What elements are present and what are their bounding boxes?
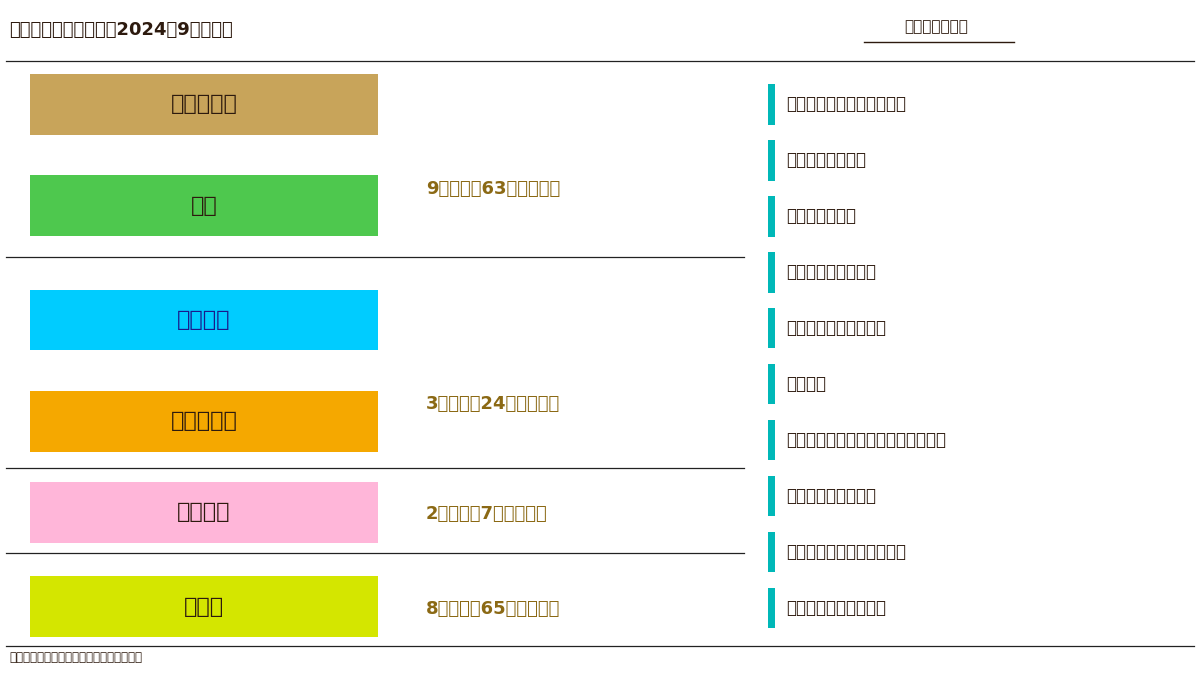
Text: 階層とコンテンツ数（2024年9月現在）: 階層とコンテンツ数（2024年9月現在） xyxy=(10,22,233,39)
FancyBboxPatch shape xyxy=(768,364,775,404)
Text: アンガーマネジメント: アンガーマネジメント xyxy=(786,319,886,337)
Text: 2テーマ　7コンテンツ: 2テーマ 7コンテンツ xyxy=(426,506,547,523)
Text: 人事考課: 人事考課 xyxy=(786,375,826,393)
FancyBboxPatch shape xyxy=(30,391,378,452)
FancyBboxPatch shape xyxy=(768,420,775,460)
Text: 社会人基礎力講座: 社会人基礎力講座 xyxy=(786,152,866,169)
Text: 3テーマ　24コンテンツ: 3テーマ 24コンテンツ xyxy=(426,396,560,413)
Text: 管理職モチベーション: 管理職モチベーション xyxy=(786,599,886,617)
Text: 中堅・若手: 中堅・若手 xyxy=(170,411,238,431)
Text: リーダーシップ: リーダーシップ xyxy=(786,208,856,225)
Text: 管理職　コーチング: 管理職 コーチング xyxy=(786,264,876,281)
FancyBboxPatch shape xyxy=(768,476,775,516)
Text: スキル: スキル xyxy=(184,596,224,617)
FancyBboxPatch shape xyxy=(768,588,775,628)
FancyBboxPatch shape xyxy=(768,140,775,181)
Text: コンテンツは随時変更や追加を行います。: コンテンツは随時変更や追加を行います。 xyxy=(10,651,143,665)
Text: リーダー: リーダー xyxy=(178,310,230,330)
FancyBboxPatch shape xyxy=(768,196,775,237)
FancyBboxPatch shape xyxy=(768,308,775,348)
FancyBboxPatch shape xyxy=(30,74,378,135)
FancyBboxPatch shape xyxy=(30,175,378,236)
Text: ビジネスベーシックスキル: ビジネスベーシックスキル xyxy=(786,96,906,113)
Text: 新入社員: 新入社員 xyxy=(178,502,230,522)
Text: 幹部・部長: 幹部・部長 xyxy=(170,94,238,115)
FancyBboxPatch shape xyxy=(768,252,775,293)
Text: 部下を持つ課長のマネジメント啓発: 部下を持つ課長のマネジメント啓発 xyxy=(786,431,946,449)
FancyBboxPatch shape xyxy=(768,84,775,125)
Text: 8テーマ　65コンテンツ: 8テーマ 65コンテンツ xyxy=(426,600,560,617)
Text: チームビルディング: チームビルディング xyxy=(786,487,876,505)
Text: チームコミュニケーション: チームコミュニケーション xyxy=(786,543,906,561)
Text: 9テーマ　63コンテンツ: 9テーマ 63コンテンツ xyxy=(426,180,560,197)
Text: コンテンツ一例: コンテンツ一例 xyxy=(904,20,968,34)
FancyBboxPatch shape xyxy=(768,532,775,572)
FancyBboxPatch shape xyxy=(30,576,378,637)
FancyBboxPatch shape xyxy=(30,290,378,350)
FancyBboxPatch shape xyxy=(30,482,378,543)
Text: 課長: 課長 xyxy=(191,195,217,216)
